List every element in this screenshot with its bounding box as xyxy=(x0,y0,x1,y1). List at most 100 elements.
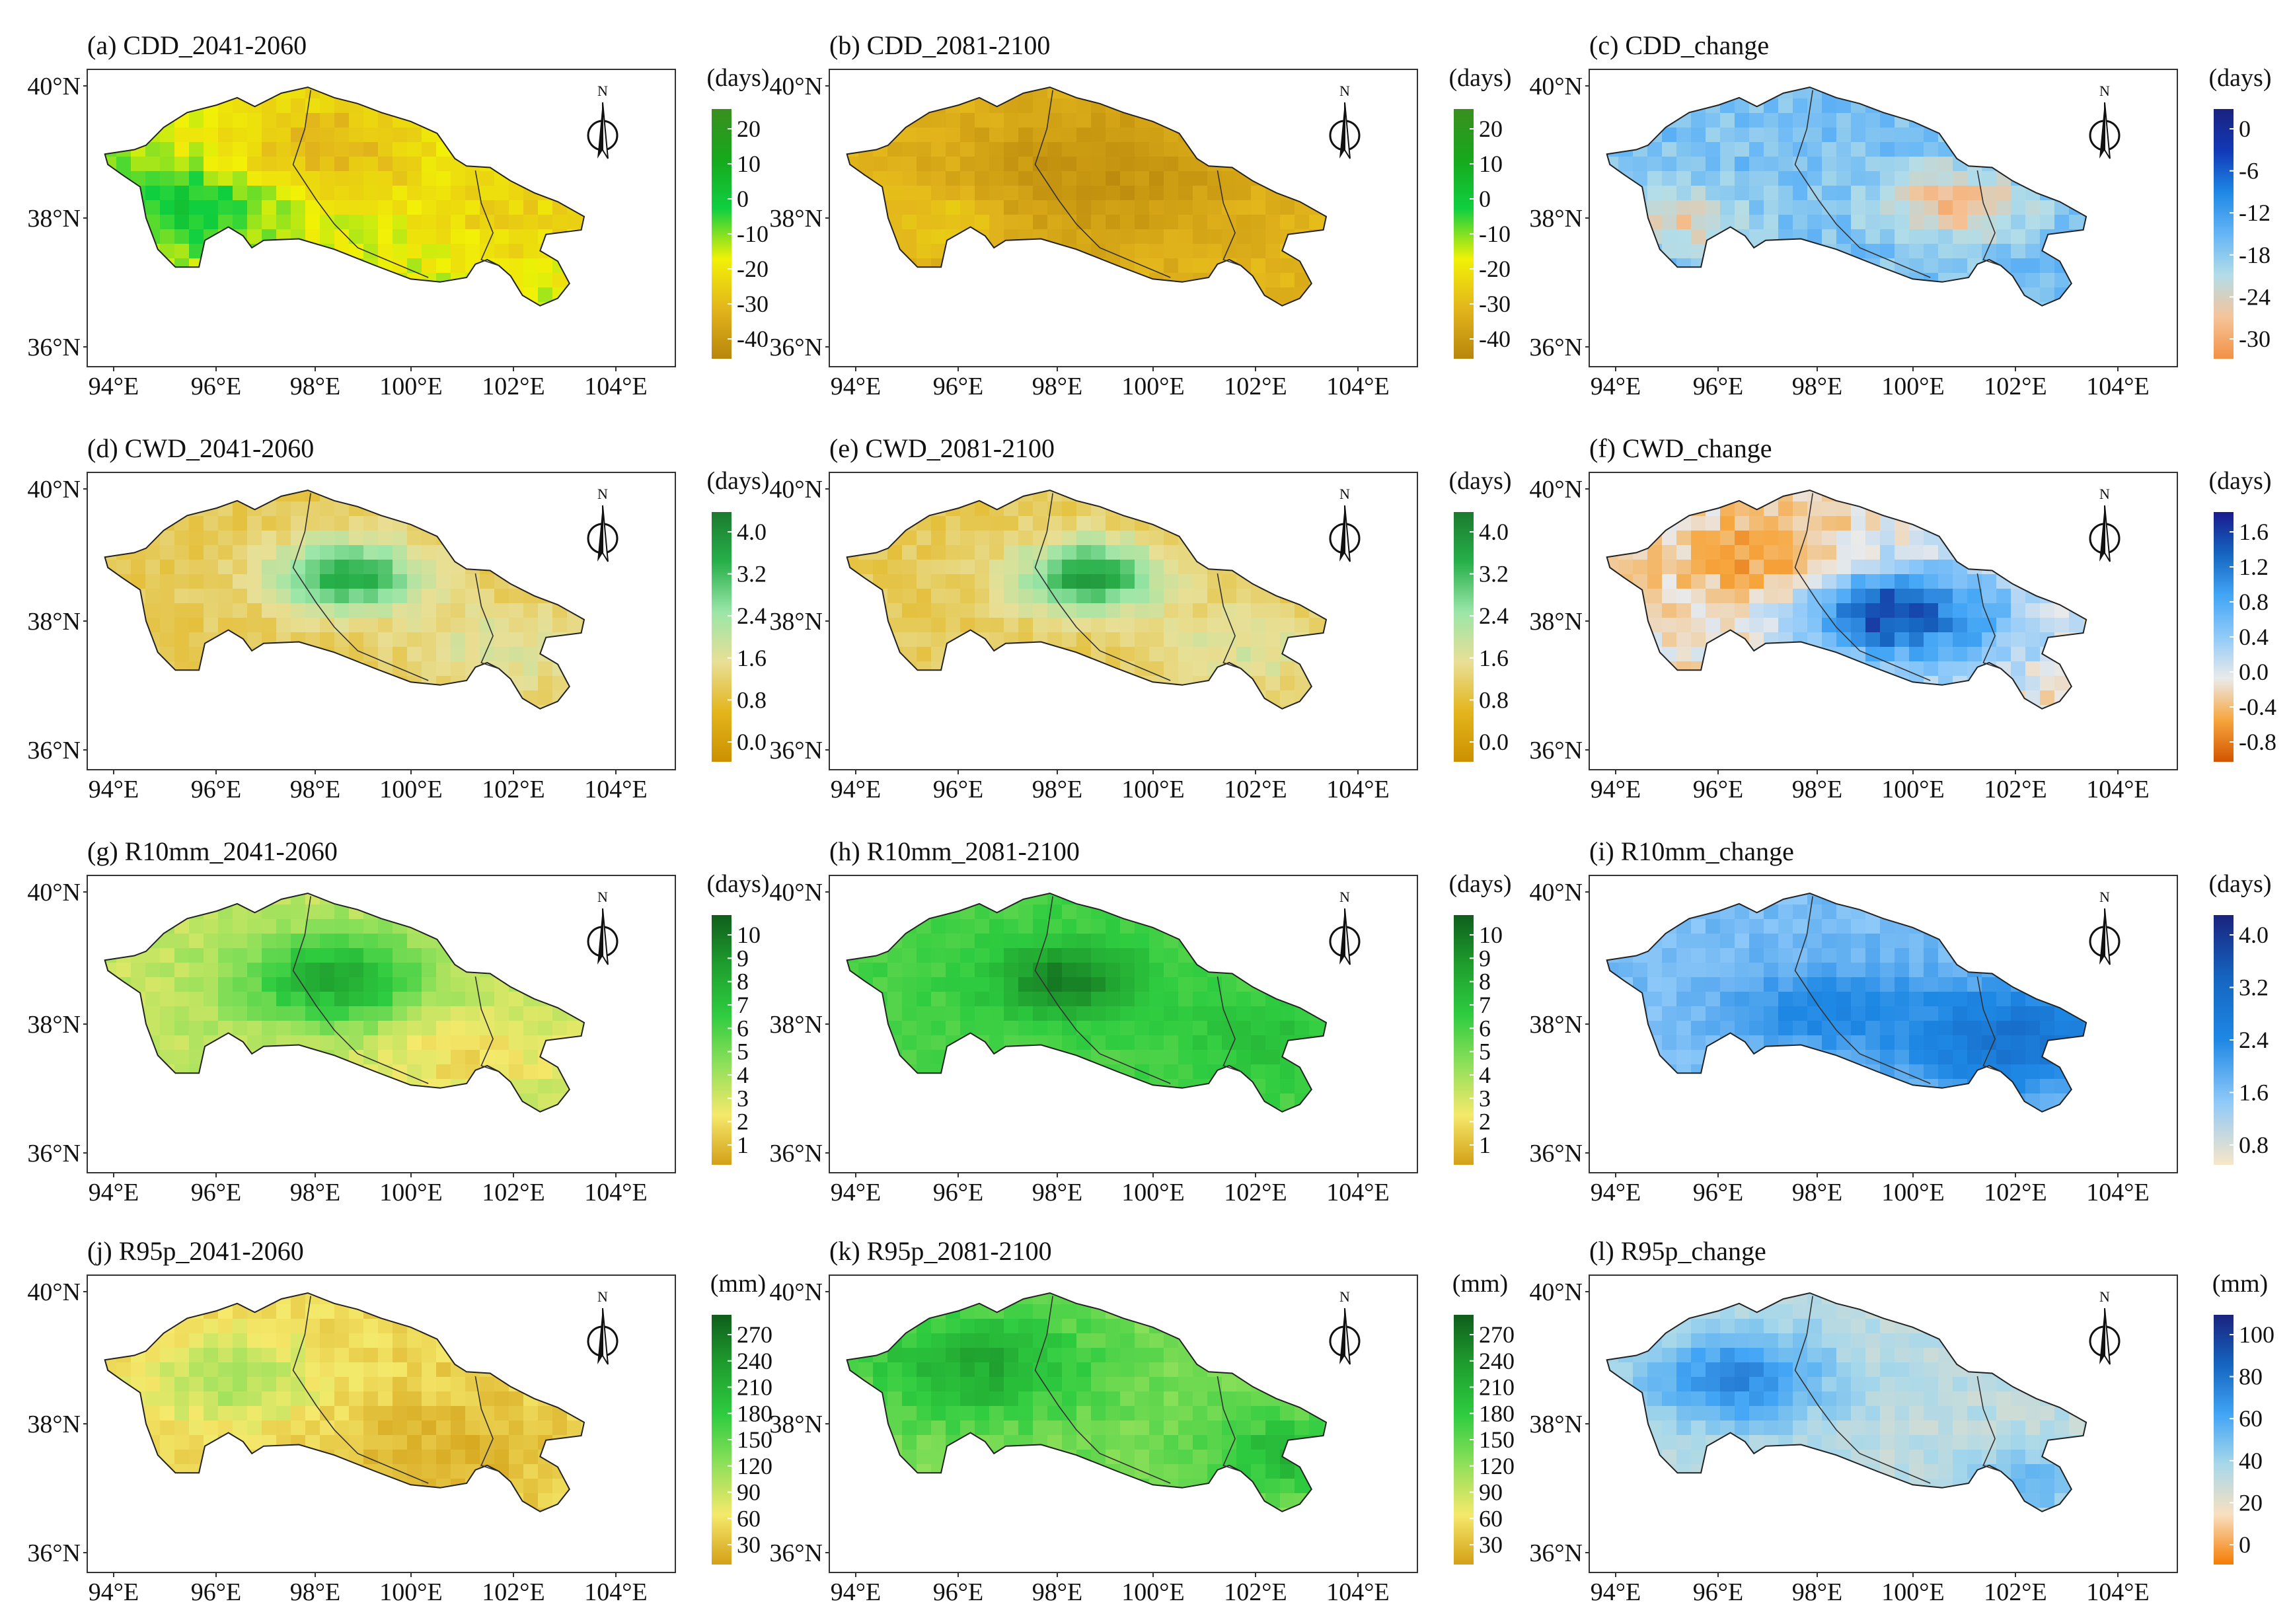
province-border xyxy=(474,1376,500,1472)
lon-tick-label: 104°E xyxy=(1326,373,1389,400)
lat-tick-label: 40°N xyxy=(27,1278,81,1306)
lon-tick-label: 98°E xyxy=(1792,373,1842,400)
lat-tick-label: 38°N xyxy=(27,1411,81,1438)
colorbar-unit: (days) xyxy=(1449,64,1512,92)
colorbar-tick-label: 5 xyxy=(1479,1039,1491,1065)
province-border xyxy=(1034,493,1171,681)
colorbar-tick-label: 4.0 xyxy=(1479,519,1509,545)
colorbar-tick-label: 30 xyxy=(1479,1532,1503,1558)
lon-tick-label: 102°E xyxy=(482,1179,545,1206)
lat-tick-label: 40°N xyxy=(1529,879,1583,906)
colorbar-tick-label: 240 xyxy=(1479,1348,1515,1374)
lon-tick-label: 96°E xyxy=(191,373,241,400)
colorbar-tick-label: 9 xyxy=(1479,945,1491,971)
lat-tick-label: 36°N xyxy=(769,1140,823,1167)
colorbar-tick-label: -20 xyxy=(1479,256,1511,282)
panel-title: (k) R95p_2081-2100 xyxy=(829,1236,1052,1266)
colorbar-tick-label: 0.8 xyxy=(1479,686,1509,713)
lat-tick-label: 40°N xyxy=(1529,476,1583,503)
north-arrow-icon: N xyxy=(587,486,619,562)
lon-tick-label: 98°E xyxy=(1032,776,1082,803)
colorbar-unit: (mm) xyxy=(1452,1270,1508,1298)
lon-tick-label: 96°E xyxy=(933,373,983,400)
lon-tick-label: 94°E xyxy=(831,1578,881,1606)
lon-tick-label: 98°E xyxy=(1032,1578,1082,1606)
svg-text:N: N xyxy=(1339,83,1350,99)
panel-title: (f) CWD_change xyxy=(1589,433,1772,463)
province-border xyxy=(1034,90,1171,278)
lon-tick-label: 104°E xyxy=(1326,776,1389,803)
region-outline xyxy=(846,1292,1328,1512)
lat-tick-label: 38°N xyxy=(27,1011,81,1039)
colorbar-legend: (days) 0 -6 -12 -18 -24 -30 xyxy=(2209,64,2271,359)
colorbar-tick-label: 20 xyxy=(2239,1489,2263,1516)
lon-tick-label: 104°E xyxy=(2086,373,2149,400)
map-panel: (a) CDD_2041-2060 N 40°N 38°N 36°N 94°E 96°E 98… xyxy=(27,30,769,400)
lat-tick-label: 36°N xyxy=(769,334,823,361)
panel-title: (c) CDD_change xyxy=(1589,30,1769,60)
lat-tick-label: 40°N xyxy=(27,73,81,100)
lon-tick-label: 102°E xyxy=(482,776,545,803)
lat-tick-label: 38°N xyxy=(769,205,823,233)
map-panel: (i) R10mm_change N 40°N 38°N 36°N 94°E 96°E 98°… xyxy=(1529,836,2271,1206)
colorbar-tick-label: 0.8 xyxy=(737,686,767,713)
lat-tick-label: 38°N xyxy=(27,608,81,636)
lat-tick-label: 40°N xyxy=(769,1278,823,1306)
lon-tick-label: 98°E xyxy=(1032,1179,1082,1206)
lat-tick-label: 36°N xyxy=(27,737,81,764)
lon-tick-label: 102°E xyxy=(1224,776,1287,803)
lon-tick-label: 98°E xyxy=(1792,1179,1842,1206)
colorbar-tick-label: 0.0 xyxy=(1479,729,1509,755)
map-panel: (k) R95p_2081-2100 N 40°N 38°N 36°N 94°E 96°E 9… xyxy=(769,1236,1515,1606)
lon-tick-label: 104°E xyxy=(584,373,647,400)
colorbar-tick-label: 150 xyxy=(737,1426,772,1453)
lon-tick-label: 98°E xyxy=(1792,1578,1842,1606)
region-outline xyxy=(104,489,585,710)
colorbar xyxy=(1454,512,1474,762)
colorbar-legend: (days) 1.6 1.2 0.8 0.4 0.0 -0.4 -0.8 xyxy=(2209,467,2276,762)
lon-tick-label: 94°E xyxy=(1591,1578,1641,1606)
panel-title: (l) R95p_change xyxy=(1589,1236,1766,1266)
province-border xyxy=(1217,976,1242,1072)
colorbar-tick-label: 80 xyxy=(2239,1364,2263,1390)
province-border xyxy=(1794,493,1931,681)
lat-tick-label: 36°N xyxy=(1529,1140,1583,1167)
colorbar-tick-label: 10 xyxy=(1479,151,1503,177)
colorbar-tick-label: 240 xyxy=(737,1348,772,1374)
colorbar xyxy=(712,512,732,762)
colorbar-tick-label: 20 xyxy=(737,116,761,142)
colorbar-tick-label: 150 xyxy=(1479,1426,1515,1453)
lon-tick-label: 96°E xyxy=(191,1179,241,1206)
colorbar-tick-label: 8 xyxy=(1479,969,1491,995)
colorbar-tick-label: 20 xyxy=(1479,116,1503,142)
svg-text:N: N xyxy=(597,486,608,502)
colorbar-tick-label: 10 xyxy=(737,151,761,177)
colorbar-tick-label: 1.2 xyxy=(2239,554,2269,580)
lon-tick-label: 104°E xyxy=(584,1179,647,1206)
lat-tick-label: 36°N xyxy=(1529,737,1583,764)
lon-tick-label: 104°E xyxy=(584,776,647,803)
province-border xyxy=(474,170,500,266)
north-arrow-icon: N xyxy=(1329,889,1361,965)
map-panel: (d) CWD_2041-2060 N 40°N 38°N 36°N 94°E 96°E 98… xyxy=(27,433,769,803)
panel-title: (i) R10mm_change xyxy=(1589,836,1794,866)
lon-tick-label: 102°E xyxy=(1224,1179,1287,1206)
lat-tick-label: 38°N xyxy=(1529,205,1583,233)
region-outline xyxy=(846,86,1328,307)
region-outline xyxy=(104,86,585,307)
lon-tick-label: 96°E xyxy=(1693,373,1743,400)
north-arrow-icon: N xyxy=(587,83,619,159)
lat-tick-label: 36°N xyxy=(27,1539,81,1567)
lon-tick-label: 102°E xyxy=(482,373,545,400)
lon-tick-label: 94°E xyxy=(831,1179,881,1206)
map-panel: (e) CWD_2081-2100 N 40°N 38°N 36°N 94°E 96°E 98… xyxy=(769,433,1511,803)
lon-tick-label: 104°E xyxy=(1326,1179,1389,1206)
colorbar-unit: (days) xyxy=(707,870,770,898)
lat-tick-label: 38°N xyxy=(769,608,823,636)
colorbar-tick-label: 100 xyxy=(2239,1321,2274,1348)
colorbar-tick-label: 270 xyxy=(1479,1321,1515,1348)
colorbar-tick-label: 120 xyxy=(1479,1453,1515,1479)
lon-tick-label: 96°E xyxy=(1693,1179,1743,1206)
lon-tick-label: 100°E xyxy=(1121,776,1184,803)
province-border xyxy=(292,1296,429,1484)
